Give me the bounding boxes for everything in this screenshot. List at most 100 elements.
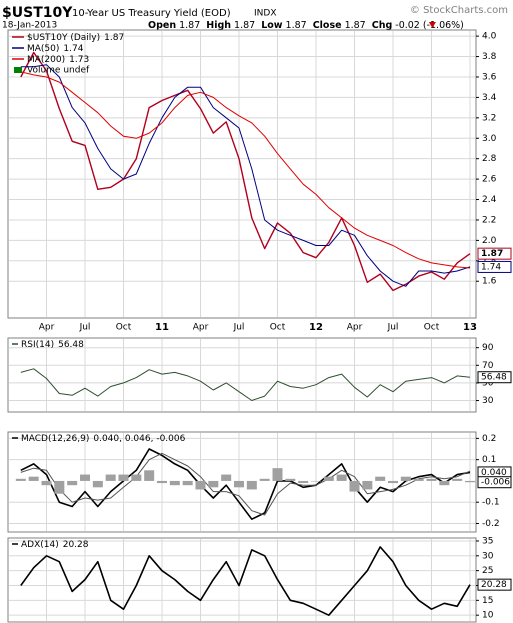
histogram-bar: [388, 480, 398, 484]
y-tick-label: 3.0: [482, 134, 497, 144]
value-tag-label: 56.48: [481, 373, 507, 383]
histogram-bar: [157, 480, 167, 484]
legend-entry: Volume undef: [27, 66, 90, 76]
y-tick-label: 50: [482, 378, 494, 388]
series-line: [20, 448, 471, 520]
histogram-bar: [439, 480, 450, 486]
histogram-bar: [234, 480, 244, 488]
series-line: [20, 51, 471, 292]
value-tag-label: 1.87: [481, 249, 503, 259]
quote-label: Open: [148, 20, 176, 31]
x-tick-label: Apr: [193, 323, 209, 333]
value-tag: [477, 371, 512, 384]
histogram-bar: [54, 480, 65, 494]
y-tick-label: -0.1: [482, 498, 500, 508]
quote-value: 1.87: [234, 20, 255, 31]
histogram-bar: [41, 480, 52, 486]
x-tick-label: Oct: [116, 323, 132, 333]
x-tick-label: Jul: [79, 323, 91, 333]
histogram-bar: [182, 480, 193, 486]
histogram-bar: [349, 480, 360, 492]
legend-value: 1.74: [63, 44, 83, 54]
legend-entry: MACD(12,26,9) 0.040, 0.046, -0.006: [21, 434, 186, 444]
histogram-bar: [400, 476, 411, 481]
panel: [7, 337, 477, 413]
y-tick-label: 2.6: [482, 175, 497, 185]
y-tick-label: 10: [482, 611, 494, 621]
legend-value: 20.28: [63, 540, 89, 550]
y-tick-label: -0.2: [482, 519, 500, 529]
histogram-bar: [105, 474, 116, 481]
histogram-bar: [465, 480, 475, 483]
x-tick-label: 12: [309, 322, 323, 333]
y-tick-label: 35: [482, 536, 493, 546]
legend-name: MACD(12,26,9): [21, 434, 89, 444]
x-tick-label: Jul: [387, 323, 399, 333]
histogram-bar: [426, 478, 437, 481]
histogram-bar: [208, 480, 219, 488]
legend-value: 1.73: [69, 55, 89, 65]
x-tick-label: 13: [463, 322, 477, 333]
y-tick-label: 3.4: [482, 93, 497, 103]
x-tick-label: Oct: [270, 323, 286, 333]
legend-entry: RSI(14) 56.48: [21, 340, 84, 350]
change-label: Chg: [372, 20, 393, 31]
legend-entry: MA(50) 1.74: [27, 44, 84, 54]
histogram-bar: [28, 476, 39, 481]
y-tick-label: 2.8: [482, 154, 497, 164]
y-tick-label: 2.2: [482, 215, 496, 225]
histogram-bar: [362, 480, 373, 490]
series-line: [20, 546, 471, 616]
symbol: $UST10Y: [2, 5, 73, 21]
value-tag-label: -0.006: [481, 478, 510, 488]
y-tick-label: 90: [482, 343, 494, 353]
histogram-bar: [375, 476, 386, 481]
series-line: [20, 64, 471, 287]
legend-swatch: [14, 67, 22, 73]
y-tick-label: 15: [482, 596, 493, 606]
histogram-bar: [67, 480, 78, 486]
quote-value: 1.87: [345, 20, 366, 31]
histogram-bar: [452, 478, 463, 481]
x-tick-label: 11: [155, 322, 169, 333]
change-arrow: [428, 22, 436, 28]
histogram-bar: [80, 474, 90, 481]
histogram-bar: [131, 474, 142, 481]
y-tick-label: 30: [482, 396, 494, 406]
x-tick-label: Jul: [233, 323, 245, 333]
histogram-bar: [336, 474, 347, 481]
value-tag-label: 20.28: [481, 580, 507, 590]
exchange: INDX: [254, 9, 276, 19]
value-tag-label: 1.74: [481, 262, 501, 272]
quote-label: Low: [261, 20, 283, 31]
legend-value: 56.48: [58, 340, 84, 350]
y-tick-label: 25: [482, 566, 493, 576]
panel: [7, 537, 477, 623]
legend-entry: MA(200) 1.73: [27, 55, 89, 65]
y-tick-label: 70: [482, 361, 494, 371]
histogram-bar: [144, 470, 155, 481]
y-tick-label: 0.2: [482, 434, 496, 444]
histogram-bar: [323, 476, 334, 481]
legend-name: $UST10Y (Daily): [27, 33, 100, 43]
y-tick-label: 2.0: [482, 236, 497, 246]
legend-entry: ADX(14) 20.28: [21, 540, 89, 550]
histogram-bar: [272, 468, 283, 481]
histogram-bar: [169, 480, 180, 486]
y-tick-label: 2.4: [482, 195, 497, 205]
histogram-bar: [221, 474, 232, 481]
y-tick-label: 1.6: [482, 277, 497, 287]
y-tick-label: 30: [482, 551, 494, 561]
histogram-bar: [118, 474, 129, 481]
y-tick-label: 4.0: [482, 32, 497, 42]
value-tag: [477, 476, 512, 489]
source: © StockCharts.com: [410, 5, 508, 16]
histogram-bar: [285, 478, 296, 481]
x-tick-label: Apr: [347, 323, 363, 333]
histogram-bar: [195, 480, 206, 490]
quote-line: Open 1.87 High 1.87 Low 1.87 Close 1.87 Chg -0.02…: [148, 20, 464, 31]
security-name: 10-Year US Treasury Yield (EOD): [72, 8, 231, 19]
y-tick-label: 3.2: [482, 113, 496, 123]
value-tag: [477, 578, 512, 591]
